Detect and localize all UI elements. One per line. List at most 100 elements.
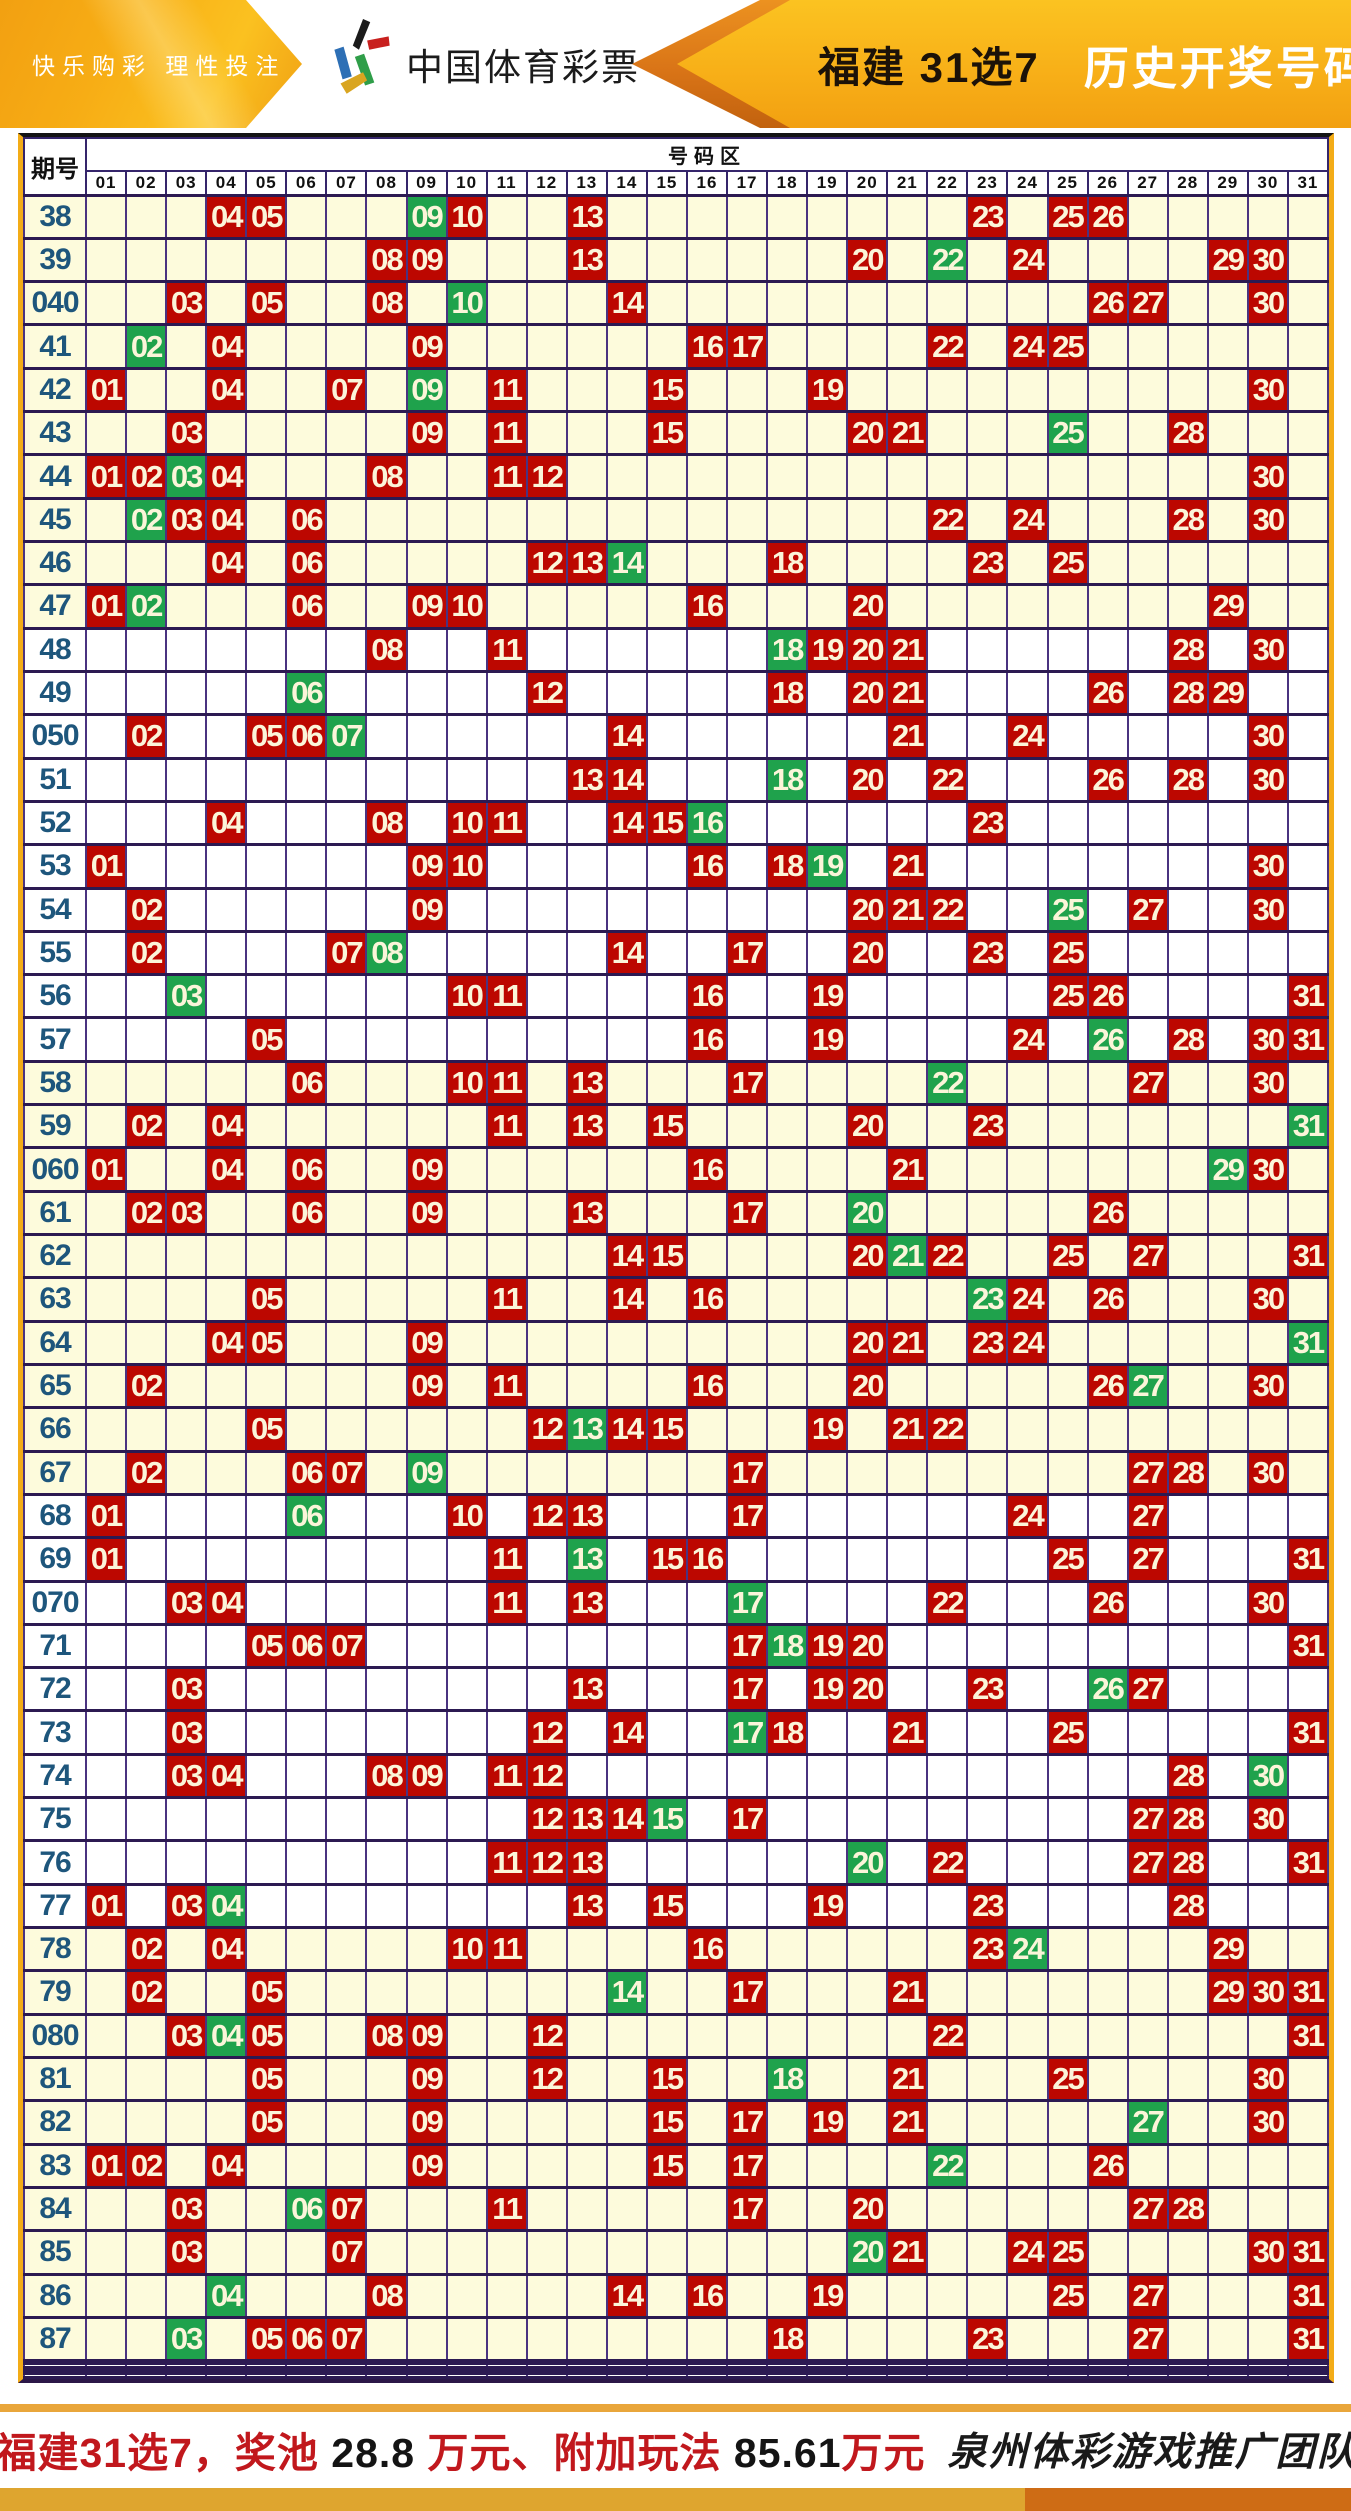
- empty-cell: [485, 2372, 528, 2379]
- number-cell: 16: [685, 973, 729, 1020]
- empty-cell: [565, 1016, 608, 1063]
- empty-cell: [565, 2012, 608, 2059]
- empty-cell: [525, 236, 568, 284]
- empty-cell: [405, 1232, 448, 1280]
- period-label: 65: [23, 1362, 87, 1410]
- empty-cell: [405, 1839, 448, 1886]
- column-header-18: 18: [766, 170, 809, 196]
- empty-cell: [245, 626, 288, 673]
- number-cell: 26: [1086, 1362, 1129, 1410]
- special-number-cell: 17: [725, 1709, 769, 1756]
- empty-cell: [325, 1319, 368, 1366]
- empty-cell: [1046, 453, 1089, 500]
- empty-cell: [926, 1796, 969, 1843]
- empty-cell: [846, 1969, 889, 2016]
- empty-cell: [1086, 236, 1129, 284]
- empty-cell: [84, 280, 128, 327]
- special-number-cell: 20: [846, 2229, 889, 2276]
- empty-cell: [1006, 886, 1049, 933]
- empty-cell: [1046, 366, 1089, 414]
- empty-cell: [685, 1709, 729, 1756]
- empty-cell: [165, 236, 208, 284]
- period-label: 55: [23, 929, 87, 977]
- empty-cell: [685, 1622, 729, 1670]
- empty-cell: [806, 1536, 849, 1583]
- empty-cell: [766, 410, 809, 457]
- empty-cell: [125, 1882, 168, 1930]
- empty-cell: [1006, 1103, 1049, 1150]
- empty-cell: [1126, 1622, 1169, 1670]
- number-cell: 17: [725, 1492, 769, 1540]
- empty-cell: [125, 280, 168, 327]
- empty-cell: [685, 539, 729, 587]
- empty-cell: [685, 453, 729, 500]
- empty-cell: [766, 2372, 809, 2379]
- empty-cell: [886, 1536, 929, 1583]
- empty-cell: [1046, 1492, 1089, 1540]
- empty-cell: [125, 366, 168, 414]
- empty-cell: [285, 2272, 328, 2319]
- empty-cell: [1006, 193, 1049, 240]
- empty-cell: [886, 1622, 929, 1670]
- empty-cell: [125, 1319, 168, 1366]
- number-cell: 06: [285, 496, 328, 544]
- empty-cell: [605, 1146, 648, 1193]
- column-header-02: 02: [125, 170, 168, 196]
- empty-cell: [325, 1103, 368, 1150]
- empty-cell: [1006, 1622, 1049, 1670]
- empty-cell: [565, 929, 608, 977]
- empty-cell: [886, 1189, 929, 1237]
- number-cell: 13: [565, 1189, 608, 1237]
- empty-cell: [1126, 496, 1169, 544]
- empty-cell: [926, 453, 969, 500]
- empty-cell: [605, 2012, 648, 2059]
- empty-cell: [84, 756, 128, 803]
- empty-cell: [525, 1925, 568, 1973]
- empty-cell: [565, 2365, 608, 2373]
- number-cell: 20: [846, 1232, 889, 1280]
- empty-cell: [1206, 2368, 1249, 2376]
- number-cell: 15: [645, 410, 688, 457]
- empty-cell: [966, 1189, 1009, 1237]
- empty-cell: [525, 1146, 568, 1193]
- empty-cell: [325, 1146, 368, 1193]
- empty-cell: [966, 2012, 1009, 2059]
- period-label: 81: [23, 2055, 87, 2103]
- empty-cell: [605, 2358, 648, 2366]
- empty-cell: [966, 366, 1009, 414]
- draw-row-51: 51 13 14 18 20 22 26 28 30: [23, 756, 1330, 803]
- empty-cell: [125, 2362, 168, 2369]
- number-cell: 22: [926, 2012, 969, 2059]
- empty-cell: [565, 1319, 608, 1366]
- empty-cell: [125, 626, 168, 673]
- draw-row-84: 84 03 06 07 11 17 20 27 28: [23, 2185, 1330, 2233]
- empty-cell: [1246, 1492, 1289, 1540]
- empty-cell: [1046, 1925, 1089, 1973]
- number-cell: 20: [846, 1319, 889, 1366]
- empty-cell: [1166, 1709, 1209, 1756]
- empty-cell: [1206, 323, 1249, 370]
- empty-cell: [846, 453, 889, 500]
- empty-cell: [165, 1232, 208, 1280]
- draw-row-44: 44 01 02 03 04 08 11 12 30: [23, 453, 1330, 500]
- empty-cell: [1206, 1406, 1249, 1453]
- empty-cell: [846, 280, 889, 327]
- empty-cell: [84, 1016, 128, 1063]
- empty-cell: [325, 669, 368, 717]
- empty-cell: [485, 2012, 528, 2059]
- number-cell: 17: [725, 323, 769, 370]
- empty-cell: [245, 496, 288, 544]
- left-arrow-shine: [0, 0, 302, 128]
- number-cell: 02: [125, 713, 168, 760]
- empty-cell: [1166, 193, 1209, 240]
- number-cell: 11: [485, 1362, 528, 1410]
- empty-cell: [325, 799, 368, 847]
- draw-row-46: 46 04 06 12 13 14 18 23 25: [23, 539, 1330, 587]
- empty-cell: [1246, 973, 1289, 1020]
- empty-cell: [1286, 2055, 1330, 2103]
- empty-cell: [806, 1232, 849, 1280]
- empty-cell: [1006, 1709, 1049, 1756]
- empty-cell: [1166, 2229, 1209, 2276]
- empty-cell: [525, 2142, 568, 2189]
- period-label: 38: [23, 193, 87, 240]
